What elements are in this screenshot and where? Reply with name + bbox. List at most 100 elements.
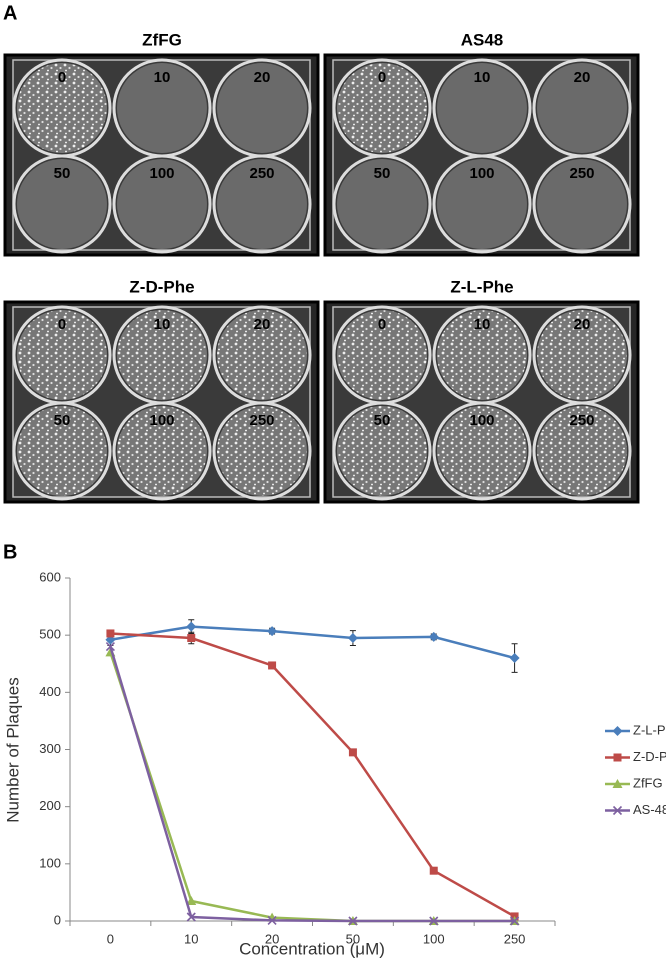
marker (613, 753, 622, 762)
well-label: 50 (374, 165, 391, 182)
y-axis-label: Number of Plaques (3, 677, 22, 823)
well (437, 310, 527, 400)
well-label: 0 (378, 69, 386, 86)
marker (428, 631, 439, 642)
well (117, 159, 207, 249)
well (17, 310, 107, 400)
well (117, 406, 207, 496)
well-rim (332, 154, 432, 254)
y-tick-label: 300 (39, 741, 61, 756)
well (337, 63, 427, 153)
marker (612, 726, 623, 736)
well-label: 250 (249, 412, 274, 429)
x-tick-label: 0 (107, 931, 114, 946)
legend-label: Z-D-Phe (633, 749, 666, 764)
well (217, 159, 307, 249)
well (17, 406, 107, 496)
well-label: 100 (469, 165, 494, 182)
well-rim (212, 401, 312, 501)
y-tick-label: 100 (39, 855, 61, 870)
marker (106, 629, 115, 638)
marker (347, 633, 358, 644)
y-tick-label: 600 (39, 569, 61, 584)
well-label: 0 (378, 316, 386, 333)
legend-label: ZfFG (633, 775, 663, 790)
well (17, 63, 107, 153)
x-tick-label: 100 (423, 931, 445, 946)
well-label: 100 (149, 412, 174, 429)
well (537, 159, 627, 249)
x-tick-label: 250 (504, 931, 526, 946)
plate-title: Z-L-Phe (450, 277, 513, 296)
marker (348, 748, 357, 757)
marker (186, 895, 197, 905)
y-tick-label: 400 (39, 684, 61, 699)
well-label: 20 (254, 69, 271, 86)
marker (105, 642, 115, 652)
series-line (109, 646, 515, 923)
well-rim (532, 154, 632, 254)
series-line (110, 632, 516, 918)
well-label: 50 (54, 165, 71, 182)
well-rim (432, 401, 532, 501)
well (17, 159, 107, 249)
well-label: 250 (569, 165, 594, 182)
well (337, 310, 427, 400)
marker (348, 916, 358, 926)
y-tick-label: 0 (54, 912, 61, 927)
well-label: 20 (254, 316, 271, 333)
marker (186, 621, 197, 632)
well (217, 310, 307, 400)
legend-label: AS-48 (633, 802, 666, 817)
well-rim (432, 154, 532, 254)
well (537, 310, 627, 400)
well-label: 50 (374, 412, 391, 429)
well-rim (112, 154, 212, 254)
plate-title: AS48 (461, 30, 504, 49)
well-label: 250 (569, 412, 594, 429)
well-label: 10 (474, 69, 491, 86)
well-rim (532, 401, 632, 501)
well-label: 250 (249, 165, 274, 182)
y-tick-label: 500 (39, 627, 61, 642)
well-label: 0 (58, 69, 66, 86)
well-label: 50 (54, 412, 71, 429)
well (437, 63, 527, 153)
legend-label: Z-L-Phe (633, 722, 666, 737)
well-label: 0 (58, 316, 66, 333)
marker (187, 634, 196, 643)
well (437, 406, 527, 496)
chart: Concentration (μM) Number of Plaques 0 10… (3, 569, 666, 958)
well-label: 10 (474, 316, 491, 333)
plate-title: ZfFG (142, 30, 182, 49)
marker (509, 653, 520, 664)
well-label: 10 (154, 316, 171, 333)
marker (268, 661, 277, 670)
marker (267, 626, 278, 637)
well (217, 406, 307, 496)
series-line (110, 625, 515, 660)
marker (612, 805, 623, 816)
marker (429, 916, 439, 926)
panel-label: B (3, 541, 17, 563)
well (337, 159, 427, 249)
well (537, 63, 627, 153)
well-rim (112, 401, 212, 501)
well (437, 159, 527, 249)
well-rim (12, 401, 112, 501)
y-tick-label: 200 (39, 798, 61, 813)
marker (429, 866, 438, 875)
well (117, 310, 207, 400)
marker (267, 915, 277, 925)
marker (186, 912, 196, 922)
panel-label: A (3, 2, 17, 24)
well-label: 100 (469, 412, 494, 429)
well-rim (332, 401, 432, 501)
well (217, 63, 307, 153)
well-label: 20 (574, 69, 591, 86)
well-rim (212, 154, 312, 254)
x-axis-label: Concentration (μM) (239, 939, 385, 958)
marker (612, 779, 623, 788)
